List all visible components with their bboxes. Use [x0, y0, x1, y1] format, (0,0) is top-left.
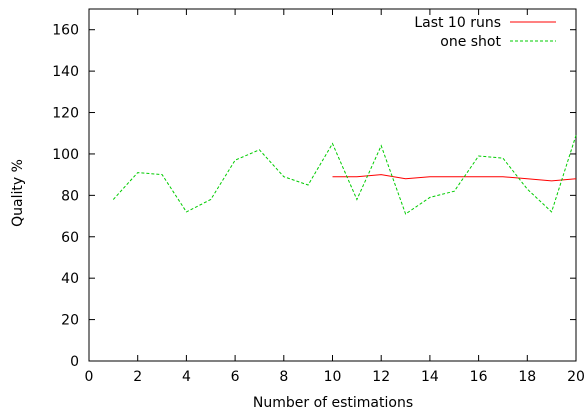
series-line-0: [332, 174, 577, 182]
plot-frame: [88, 8, 577, 362]
legend-label-1: one shot: [440, 34, 501, 50]
x-tick-label: 0: [85, 369, 94, 385]
x-tick-label: 4: [182, 369, 191, 385]
x-axis-label: Number of estimations: [253, 395, 413, 411]
y-tick-label: 80: [61, 188, 79, 204]
y-tick-label: 0: [70, 354, 79, 370]
y-tick-label: 160: [52, 23, 79, 39]
legend-label-0: Last 10 runs: [414, 15, 501, 31]
series-group: [112, 135, 577, 215]
series-line-1: [112, 135, 577, 215]
axes: 0 2 4 6 8 10 12 14 16 18 20 0 20 40 60 80 100 120 140 160: [52, 8, 585, 385]
x-tick-label: 18: [518, 369, 536, 385]
y-axis-label: Quality %: [10, 159, 26, 227]
x-tick-label: 16: [470, 369, 488, 385]
y-tick-label: 140: [52, 64, 79, 80]
y-tick-label: 60: [61, 230, 79, 246]
legend: Last 10 runs one shot: [414, 15, 556, 50]
x-tick-label: 2: [133, 369, 142, 385]
y-tick-label: 40: [61, 271, 79, 287]
x-tick-label: 20: [567, 369, 585, 385]
x-tick-label: 6: [231, 369, 240, 385]
x-tick-label: 14: [421, 369, 439, 385]
x-tick-label: 10: [324, 369, 342, 385]
y-tick-label: 100: [52, 147, 79, 163]
x-tick-label: 12: [372, 369, 390, 385]
y-tick-label: 20: [61, 313, 79, 329]
x-tick-label: 8: [279, 369, 288, 385]
y-tick-label: 120: [52, 106, 79, 122]
